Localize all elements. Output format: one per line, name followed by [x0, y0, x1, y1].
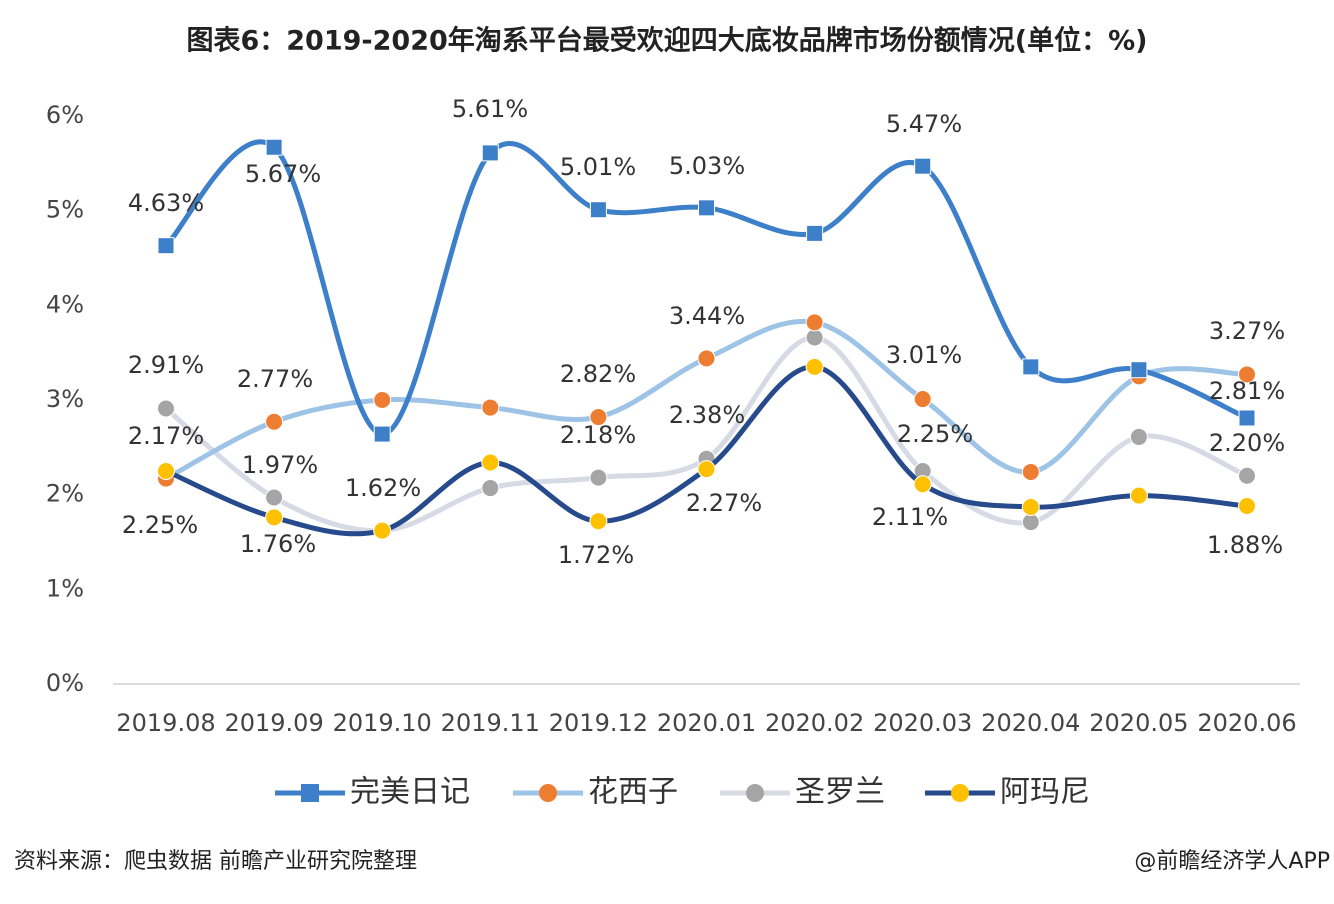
- marker: [805, 357, 824, 376]
- marker: [265, 412, 284, 431]
- value-label: 2.27%: [686, 489, 762, 517]
- value-label: 5.47%: [886, 110, 962, 138]
- marker: [1238, 466, 1256, 485]
- x-tick-label: 2020.06: [1197, 709, 1296, 737]
- value-label: 2.25%: [122, 511, 198, 539]
- x-tick-label: 2019.10: [333, 709, 432, 737]
- source-note: 资料来源：爬虫数据 前瞻产业研究院整理: [14, 849, 417, 874]
- marker: [697, 349, 716, 368]
- value-label: 2.11%: [872, 503, 948, 531]
- y-tick-label: 6%: [46, 101, 84, 129]
- value-label: 3.01%: [886, 341, 962, 369]
- marker: [157, 399, 175, 418]
- marker: [1129, 427, 1148, 446]
- x-tick-label: 2019.08: [116, 709, 215, 737]
- marker: [265, 508, 284, 527]
- value-label: 4.63%: [128, 189, 204, 217]
- marker: [1130, 361, 1148, 379]
- marker: [1021, 462, 1040, 481]
- marker: [1021, 497, 1040, 516]
- y-tick-label: 4%: [46, 290, 84, 318]
- credit: @前瞻经济学人APP: [1134, 849, 1330, 874]
- marker: [913, 390, 932, 409]
- value-label: 2.82%: [560, 360, 636, 388]
- marker: [698, 199, 715, 217]
- marker: [589, 512, 608, 531]
- y-tick-label: 0%: [46, 669, 84, 697]
- value-label: 3.44%: [669, 302, 745, 330]
- legend-marker: [539, 784, 557, 802]
- marker: [157, 462, 175, 480]
- x-tick-label: 2020.05: [1089, 709, 1188, 737]
- legend-label: 花西子: [588, 775, 678, 810]
- marker: [481, 479, 500, 498]
- value-label: 2.17%: [128, 422, 204, 450]
- marker: [805, 313, 824, 332]
- marker: [481, 398, 500, 417]
- x-tick-label: 2020.03: [873, 709, 972, 737]
- value-label: 2.77%: [237, 365, 313, 393]
- x-tick-label: 2019.12: [549, 709, 648, 737]
- marker: [914, 157, 932, 175]
- value-label: 5.01%: [560, 153, 636, 181]
- marker: [1129, 486, 1148, 505]
- x-tick-label: 2020.04: [981, 709, 1080, 737]
- value-label: 1.97%: [242, 451, 318, 479]
- y-tick-label: 2%: [46, 480, 84, 508]
- series-line: [164, 139, 1249, 437]
- value-label: 2.18%: [560, 421, 636, 449]
- marker: [265, 488, 284, 507]
- marker: [1021, 513, 1040, 532]
- marker: [1238, 409, 1256, 427]
- value-label: 2.91%: [128, 351, 204, 379]
- y-tick-label: 5%: [46, 196, 84, 224]
- legend-marker: [951, 784, 969, 802]
- value-label: 1.72%: [558, 541, 634, 569]
- value-label: 3.27%: [1209, 317, 1285, 345]
- value-label: 5.03%: [669, 152, 745, 180]
- legend-label: 完美日记: [350, 775, 470, 810]
- marker: [589, 201, 607, 219]
- value-label: 2.20%: [1209, 429, 1285, 457]
- marker: [697, 460, 716, 479]
- x-tick-label: 2020.01: [657, 709, 756, 737]
- legend-marker: [746, 784, 764, 802]
- marker: [913, 475, 932, 494]
- marker: [373, 425, 391, 443]
- marker: [481, 453, 500, 472]
- marker: [481, 144, 499, 162]
- series-line: [164, 335, 1248, 534]
- legend-label: 阿玛尼: [1000, 775, 1090, 810]
- marker: [373, 391, 392, 409]
- value-label: 5.61%: [452, 95, 528, 123]
- marker: [373, 521, 392, 540]
- x-tick-label: 2019.11: [441, 709, 540, 737]
- marker: [589, 408, 608, 427]
- marker: [589, 468, 608, 487]
- marker: [265, 138, 283, 156]
- y-tick-label: 3%: [46, 385, 84, 413]
- value-label: 2.81%: [1209, 377, 1285, 405]
- marker: [1238, 497, 1256, 516]
- x-tick-label: 2019.09: [224, 709, 323, 737]
- value-label: 5.67%: [245, 160, 321, 188]
- value-label: 1.62%: [345, 474, 421, 502]
- marker: [806, 224, 824, 242]
- marker: [1238, 365, 1256, 384]
- value-label: 2.25%: [897, 420, 973, 448]
- marker: [1022, 358, 1040, 376]
- value-label: 2.38%: [669, 401, 745, 429]
- marker: [805, 328, 824, 347]
- legend-label: 圣罗兰: [795, 775, 885, 810]
- y-tick-label: 1%: [46, 574, 84, 602]
- value-label: 1.76%: [240, 530, 316, 558]
- chart-title: 图表6：2019-2020年淘系平台最受欢迎四大底妆品牌市场份额情况(单位：%): [186, 25, 1147, 57]
- legend-marker: [301, 784, 319, 802]
- x-tick-label: 2020.02: [765, 709, 864, 737]
- value-label: 1.88%: [1207, 531, 1283, 559]
- marker: [157, 237, 175, 255]
